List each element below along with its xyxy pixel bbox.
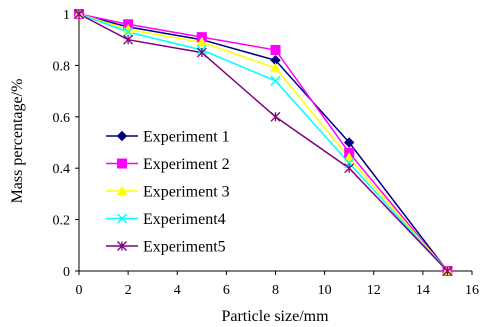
- axes: [75, 13, 473, 275]
- data-point-series-5: [74, 9, 84, 19]
- y-tick-label: 0: [63, 265, 70, 280]
- data-point-series-4: [123, 26, 134, 38]
- x-tick-label: 16: [465, 283, 479, 298]
- y-tick-label: 1: [63, 8, 70, 23]
- legend-swatch-marker: [116, 213, 128, 224]
- series-line-3: [78, 13, 448, 272]
- x-tick-label: 12: [367, 283, 381, 298]
- legend-swatch-marker: [116, 185, 128, 196]
- y-tick-label: 0.6: [53, 111, 71, 126]
- data-point-series-5: [123, 34, 134, 45]
- x-tick-label: 8: [272, 283, 279, 298]
- x-tick-label: 4: [174, 283, 181, 298]
- data-point-series-3: [270, 62, 281, 73]
- data-point-series-5: [196, 47, 207, 58]
- x-axis-title: Particle size/mm: [221, 308, 329, 325]
- data-point-series-3: [196, 36, 208, 47]
- data-point-series-5: [270, 111, 281, 122]
- legend-label: Experiment 3: [143, 184, 230, 201]
- x-tick-label: 0: [76, 283, 83, 298]
- legend-label: Experiment5: [143, 239, 226, 256]
- y-axis-title: Mass percentage/%: [9, 79, 26, 204]
- y-tick-label: 0.4: [53, 162, 71, 177]
- data-point-series-4: [270, 75, 281, 86]
- legend-swatch-marker: [117, 241, 127, 251]
- x-tick-label: 6: [223, 283, 230, 298]
- legend-label: Experiment 2: [143, 156, 230, 173]
- data-point-series-2: [270, 44, 281, 55]
- legend-swatch-marker: [117, 158, 127, 169]
- series-line-4: [78, 13, 448, 272]
- data-point-series-5: [344, 163, 355, 174]
- series-line-5: [78, 13, 448, 272]
- x-tick-label: 2: [125, 283, 132, 298]
- series-lines: [78, 13, 448, 272]
- y-tick-label: 0.8: [53, 59, 71, 74]
- x-tick-label: 10: [318, 283, 332, 298]
- series-line-2: [78, 13, 448, 272]
- legend-label: Experiment 1: [143, 129, 230, 146]
- legend-label: Experiment4: [143, 211, 226, 228]
- series-markers: [73, 8, 453, 277]
- data-point-series-1: [343, 137, 355, 148]
- tick-labels: 0 2 4 6 8 10 12 14 16 0 0.2 0.4 0.6 0.8 1: [53, 8, 480, 298]
- legend-swatch-marker: [116, 130, 128, 142]
- series-line-1: [78, 13, 448, 272]
- data-point-series-5: [442, 266, 453, 276]
- data-point-series-3: [343, 152, 355, 163]
- x-tick-label: 14: [416, 283, 430, 298]
- legend: Experiment 1 Experiment 2 Experiment 3 Expe…: [106, 129, 230, 256]
- y-tick-label: 0.2: [53, 214, 71, 229]
